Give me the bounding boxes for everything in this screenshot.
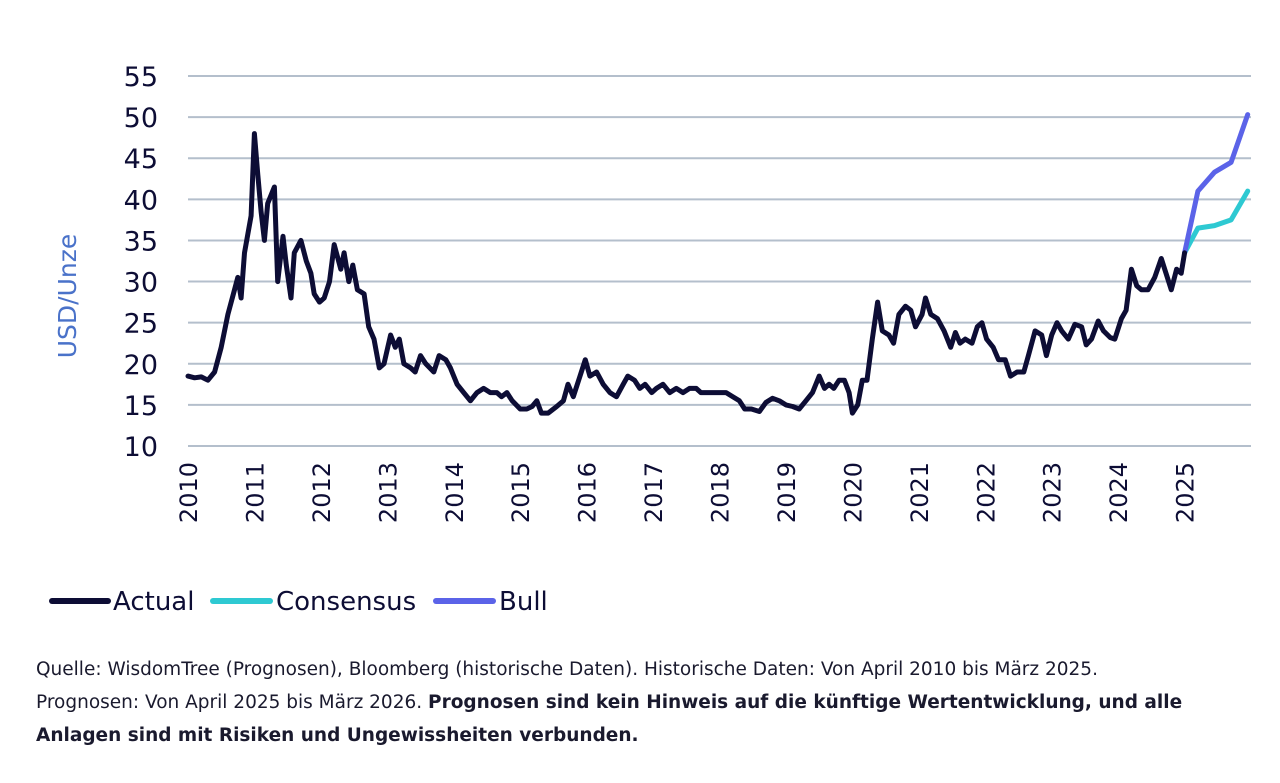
x-tick-label: 2022	[972, 462, 1000, 523]
legend-label-bull: Bull	[499, 587, 548, 617]
footnote-line-3: Anlagen sind mit Risiken und Ungewisshei…	[36, 719, 1256, 752]
y-axis-ticks: 55 50 45 40 35 30 25 20 15 10	[124, 62, 158, 463]
legend-label-actual: Actual	[113, 587, 194, 617]
legend-label-consensus: Consensus	[276, 587, 416, 617]
footnote-line-1: Quelle: WisdomTree (Prognosen), Bloomber…	[36, 659, 1098, 680]
y-tick-label: 10	[124, 432, 158, 463]
x-tick-label: 2011	[241, 462, 269, 523]
x-tick-label: 2016	[574, 462, 602, 523]
y-tick-label: 40	[124, 185, 158, 216]
series-line-consensus	[1182, 188, 1251, 256]
y-axis-label: USD/Unze	[53, 234, 82, 359]
x-tick-label: 2019	[773, 462, 801, 523]
series-lines	[185, 112, 1251, 416]
y-tick-label: 45	[124, 144, 158, 175]
x-tick-label: 2012	[308, 462, 336, 523]
x-axis-ticks: 2010 2011 2012 2013 2014 2015 2016 2017 2018 2019…	[175, 462, 1200, 523]
x-tick-label: 2023	[1039, 462, 1067, 523]
series-line-bull	[1182, 112, 1251, 256]
y-tick-label: 25	[124, 309, 158, 340]
x-tick-label: 2015	[507, 462, 535, 523]
y-tick-label: 50	[124, 103, 158, 134]
footnote-line-2: Prognosen: Von April 2025 bis März 2026.…	[36, 686, 1256, 719]
x-tick-label: 2014	[441, 462, 469, 523]
y-tick-label: 55	[124, 62, 158, 93]
source-footnote: Quelle: WisdomTree (Prognosen), Bloomber…	[36, 653, 1256, 752]
x-tick-label: 2018	[707, 462, 735, 523]
legend: Actual Consensus Bull	[49, 587, 548, 617]
y-tick-label: 35	[124, 226, 158, 257]
x-tick-label: 2024	[1105, 462, 1133, 523]
y-tick-label: 15	[124, 391, 158, 422]
x-tick-label: 2013	[374, 462, 402, 523]
y-tick-label: 20	[124, 350, 158, 381]
x-tick-label: 2021	[906, 462, 934, 523]
footnote-line-2-normal: Prognosen: Von April 2025 bis März 2026.	[36, 692, 429, 713]
series-line-actual	[185, 131, 1188, 416]
gridlines	[188, 75, 1251, 447]
footnote-line-2-bold: Prognosen sind kein Hinweis auf die künf…	[428, 692, 1183, 713]
x-tick-label: 2020	[839, 462, 867, 523]
footnote-line-3-bold: Anlagen sind mit Risiken und Ungewisshei…	[36, 725, 639, 746]
x-tick-label: 2017	[640, 462, 668, 523]
x-tick-label: 2010	[175, 462, 203, 523]
y-tick-label: 30	[124, 268, 158, 299]
x-tick-label: 2025	[1172, 462, 1200, 523]
